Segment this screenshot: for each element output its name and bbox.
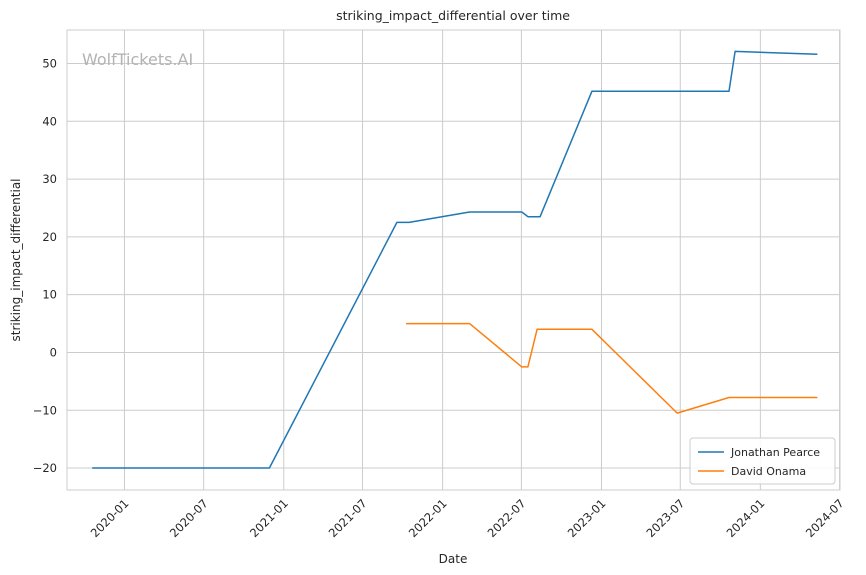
y-tick-label: 50 — [42, 57, 57, 71]
y-tick-label: −20 — [33, 461, 57, 475]
series-lines — [92, 50, 818, 469]
plot-area-frame — [66, 29, 841, 491]
series-line-jonathan-pearce — [92, 50, 818, 469]
legend-box — [689, 437, 836, 485]
series-line-david-onama — [406, 322, 818, 414]
chart-title: striking_impact_differential over time — [336, 8, 570, 23]
y-axis-label: striking_impact_differential — [9, 178, 23, 341]
legend-label-jonathan-pearce: Jonathan Pearce — [730, 446, 820, 459]
y-tick-label: 10 — [42, 288, 57, 302]
x-axis-label: Date — [439, 552, 468, 566]
watermark-text: WolfTickets.AI — [82, 50, 193, 69]
y-tick-label: −10 — [33, 403, 57, 417]
y-tick-label: 30 — [42, 172, 57, 186]
y-tick-label: 0 — [50, 345, 57, 359]
legend-label-david-onama: David Onama — [731, 465, 806, 478]
legend: Jonathan Pearce David Onama — [689, 437, 836, 485]
y-tick-label: 20 — [42, 230, 57, 244]
y-tick-label: 40 — [42, 114, 57, 128]
